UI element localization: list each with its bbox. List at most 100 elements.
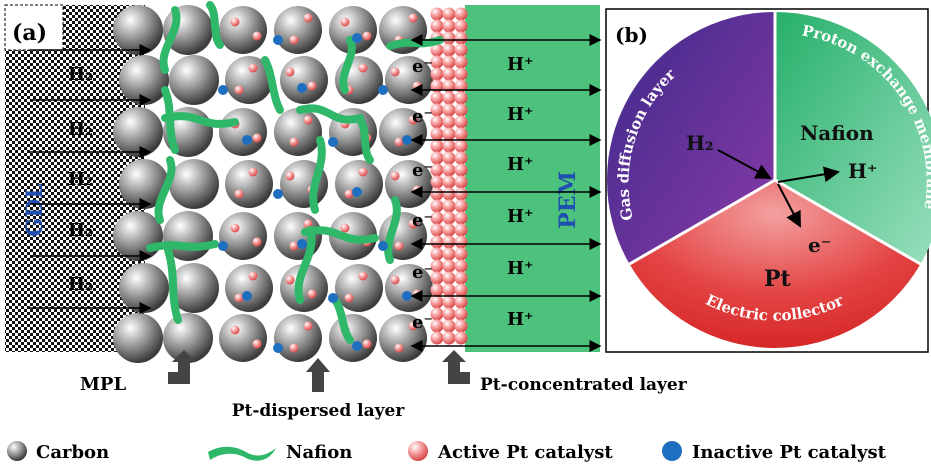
inactive-pt-particles [218, 33, 412, 353]
active-pt-particle [408, 13, 418, 23]
active-pt-particle [442, 91, 456, 105]
h2-label-1: H₂ [68, 64, 93, 85]
active-pt-particle [303, 115, 313, 125]
nafion-strand [261, 56, 284, 114]
active-pt-particle [442, 31, 456, 45]
active-pt-particle [344, 293, 354, 303]
pem-label: PEM [555, 171, 581, 229]
h2-label-2: H₂ [68, 119, 93, 140]
h2-label: H₂ [686, 131, 714, 155]
active-pt-particle [454, 247, 468, 261]
active-pt-particle [430, 271, 444, 285]
active-pt-particle [454, 67, 468, 81]
active-pt-particle [430, 295, 444, 309]
active-pt-particle [430, 7, 444, 21]
active-pt-particle [442, 331, 456, 345]
pt-concentrated-arrow [442, 350, 470, 384]
active-pt-particle [394, 343, 404, 353]
active-pt-particle [454, 55, 468, 69]
active-pt-particle [285, 171, 295, 181]
active-pt-particle [442, 271, 456, 285]
electron-label-4: e⁻ [412, 210, 433, 231]
inactive-pt-particle [402, 135, 412, 145]
active-pt-particle [430, 235, 444, 249]
active-pt-particle [442, 175, 456, 189]
active-pt-particle [442, 307, 456, 321]
active-pt-particle [289, 241, 299, 251]
sector-divider-2 [774, 178, 922, 266]
proton-arrows [410, 34, 602, 352]
nafion-strand [146, 240, 219, 252]
inactive-pt-particle [352, 341, 362, 351]
active-pt-particle [442, 7, 456, 21]
active-pt-particle [442, 151, 456, 165]
active-pt-particle [362, 31, 372, 41]
carbon-particle [225, 264, 273, 312]
proton-arrow [777, 166, 840, 183]
carbon-particle [113, 5, 163, 55]
active-pt-particle [252, 339, 262, 349]
proton-label: H⁺ [848, 159, 877, 183]
active-pt-particle [454, 259, 468, 273]
panel-a: (a) GDL PEM H₂ H₂ H₂ H₂ H₂ H⁺ H⁺ H⁺ H⁺ H… [4, 1, 688, 421]
active-pt-particle [430, 319, 444, 333]
active-pt-particle [430, 115, 444, 129]
legend-nafion-label: Nafion [286, 442, 352, 463]
active-pt-particle [358, 167, 368, 177]
active-pt-particle [442, 259, 456, 273]
active-pt-particle [442, 19, 456, 33]
legend-carbon-label: Carbon [36, 442, 109, 463]
active-pt-particle [454, 223, 468, 237]
active-pt-particle [442, 283, 456, 297]
legend-inactive-pt-icon [662, 441, 682, 461]
inactive-pt-particle [218, 241, 228, 251]
active-pt-particle [454, 271, 468, 285]
nafion-strand [339, 36, 356, 94]
active-pt-particle [430, 199, 444, 213]
active-pt-particle [289, 137, 299, 147]
active-pt-particle [430, 43, 444, 57]
carbon-particle [113, 107, 163, 157]
proton-label-1: H⁺ [507, 54, 534, 75]
carbon-particle [329, 6, 377, 54]
active-pt-particle [390, 67, 400, 77]
active-pt-particle [430, 175, 444, 189]
active-pt-particle [442, 199, 456, 213]
active-pt-particle [408, 321, 418, 331]
carbon-particle [119, 263, 169, 313]
active-pt-particle [442, 43, 456, 57]
active-pt-particle [442, 55, 456, 69]
nafion-strand [294, 226, 316, 304]
inactive-pt-particle [378, 241, 388, 251]
active-pt-particle [454, 163, 468, 177]
mpl-label: MPL [80, 374, 126, 395]
inactive-pt-particle [273, 343, 283, 353]
carbon-particle [119, 159, 169, 209]
legend-active-pt-icon [408, 441, 428, 461]
active-pt-particle [430, 247, 444, 261]
inactive-pt-particle [297, 83, 307, 93]
active-pt-particle [430, 91, 444, 105]
active-pt-particle [430, 331, 444, 345]
active-pt-particle [454, 115, 468, 129]
active-pt-particle [442, 103, 456, 117]
gdl-sector [606, 11, 775, 264]
active-pt-particle [454, 283, 468, 297]
active-pt-particle [248, 167, 258, 177]
active-pt-particle [442, 235, 456, 249]
active-pt-particle [442, 211, 456, 225]
active-pt-particle [358, 271, 368, 281]
active-pt-particle [430, 187, 444, 201]
active-pt-particle [234, 189, 244, 199]
carbon-particle [274, 108, 322, 156]
active-pt-particle [234, 85, 244, 95]
inactive-pt-particle [352, 33, 362, 43]
active-pt-particle [454, 91, 468, 105]
active-pt-particle [454, 43, 468, 57]
active-pt-particle [430, 211, 444, 225]
nafion-strand [206, 1, 224, 49]
active-pt-particle [442, 163, 456, 177]
carbon-particle [335, 264, 383, 312]
inactive-pt-particle [328, 293, 338, 303]
active-pt-particle [230, 17, 240, 27]
